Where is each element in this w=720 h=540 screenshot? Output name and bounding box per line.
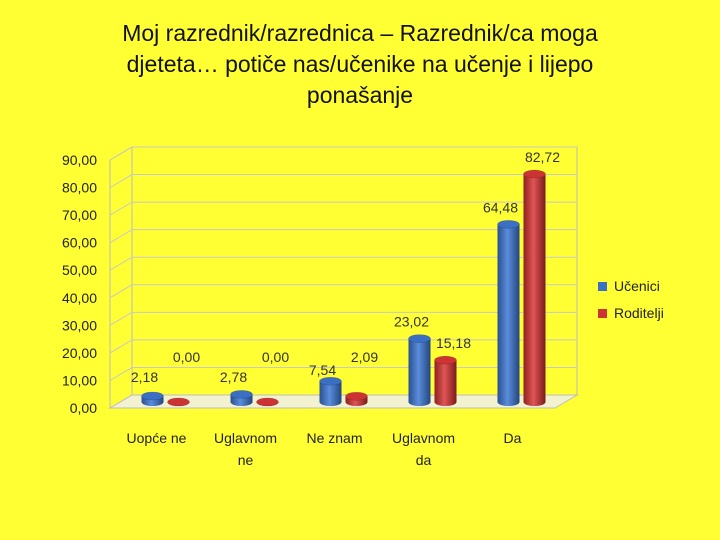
bar-top [167,397,190,407]
bar-ucenici-4 [497,224,520,406]
legend-label: Roditelji [614,305,664,321]
category-label: Uglavnom [214,430,277,446]
data-label: 0,00 [262,349,289,365]
bar-top [434,355,457,365]
category-label: Da [504,430,522,446]
data-label: 7,54 [309,362,336,378]
category-label: ne [238,452,254,468]
legend: Učenici Roditelji [598,278,664,321]
legend-swatch [598,309,607,318]
y-tick-label: 10,00 [62,372,97,388]
title-line-1: Moj razrednik/razrednica – Razrednik/ca … [122,20,598,46]
title-line-3: ponašanje [306,82,414,108]
bar-top [523,169,546,179]
bar-top [141,391,164,401]
y-tick-label: 80,00 [62,180,97,196]
bars [141,169,546,407]
x-axis: Uopće ne Uglavnom ne Ne znam Uglavnom da Da [127,430,522,468]
gridline [109,201,577,216]
bar-top [497,220,520,229]
y-axis: 0,00 10,00 20,00 30,00 40,00 50,00 60,00 70,00 8… [62,152,97,416]
chart-title: Moj razrednik/razrednica – Razrednik/ca … [60,18,660,111]
y-tick-label: 50,00 [62,262,97,278]
gridline [109,146,577,161]
y-tick-label: 70,00 [62,207,97,223]
bar-top [230,390,253,399]
data-label: 23,02 [394,314,429,330]
bar-top [319,376,342,386]
data-label: 82,72 [525,149,560,165]
y-tick-label: 0,00 [70,400,97,416]
y-tick-label: 60,00 [62,235,97,251]
y-tick-label: 90,00 [62,152,97,168]
data-label: 2,78 [220,369,247,385]
y-tick-label: 30,00 [62,317,97,333]
y-tick-label: 40,00 [62,290,97,306]
y-tick-label: 20,00 [62,345,97,361]
bar-roditelji-3 [434,360,457,406]
data-label: 15,18 [436,335,471,351]
legend-swatch [598,282,607,291]
gridline [109,284,577,299]
bar-top [256,397,279,407]
bar-top [345,391,368,401]
data-label: 0,00 [173,349,200,365]
title-line-2: djeteta… potiče nas/učenike na učenje i … [126,51,594,77]
chart-walls [108,146,579,409]
data-label: 2,09 [351,349,378,365]
data-labels: 2,18 0,00 2,78 0,00 7,54 2,09 23,02 15,18 64,48 8… [131,149,560,385]
bar-top [408,334,431,343]
bar-roditelji-4 [523,174,546,406]
bar-ucenici-2 [319,381,342,406]
category-label: Uopće ne [127,430,187,446]
category-label: Ne znam [306,430,362,446]
category-label: Uglavnom [392,430,455,446]
bar-ucenici-3 [408,338,431,406]
legend-label: Učenici [614,278,660,294]
category-label: da [416,452,432,468]
data-label: 2,18 [131,369,158,385]
floor [108,394,579,409]
gridline [109,311,577,326]
data-label: 64,48 [483,199,518,215]
gridline [109,229,577,244]
gridline [109,256,577,271]
gridlines [109,146,577,381]
gridline [109,174,577,188]
